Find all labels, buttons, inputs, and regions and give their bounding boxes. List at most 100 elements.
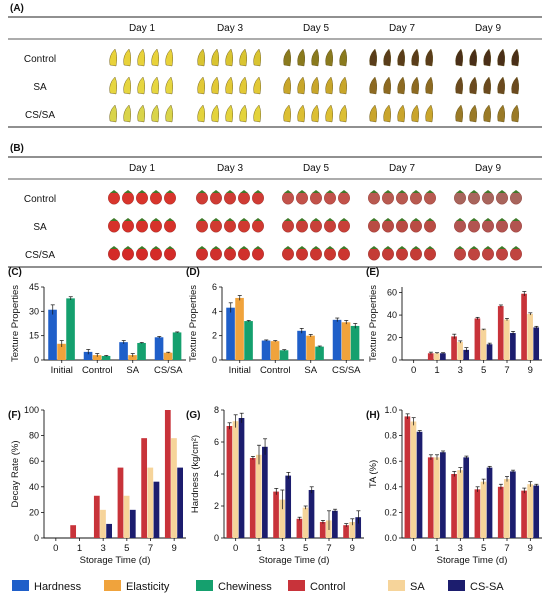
strawberry [150,191,162,205]
bar-control [427,457,434,538]
row-label: CS/SA [25,250,55,261]
banana [425,48,433,67]
strawberry [382,219,394,233]
strawberry-calyx [226,218,234,221]
day-header: Day 7 [389,23,416,34]
strawberry-calyx [384,218,392,221]
bar-sa [171,438,177,538]
strawberry [396,191,408,205]
strawberry-calyx [284,190,292,193]
bar-control [521,490,527,538]
strawberry [468,247,480,261]
x-tick-label: 5 [124,543,129,554]
bar-chewiness [137,342,146,360]
bar-cs-sa [106,523,112,538]
bar-sa [480,329,487,360]
banana [397,76,405,95]
strawberry-calyx [426,218,434,221]
strawberry-calyx [384,246,392,249]
strawberry-calyx [470,218,478,221]
strawberry-calyx [340,190,348,193]
strawberry [310,191,322,205]
legend-swatch [104,580,121,591]
strawberry [252,191,264,205]
strawberry-calyx [384,190,392,193]
x-tick-label: Control [82,365,113,376]
strawberry [424,247,436,261]
bar-hardness [48,309,57,360]
strawberry [224,247,236,261]
chart-d: (D) 0 2 4 6 Texture Properties Initial Control S… [186,267,364,376]
panel-label: (H) [366,410,380,421]
row-label: Control [24,194,56,205]
banana [239,48,247,67]
legend-swatch [448,580,465,591]
strawberry-calyx [298,190,306,193]
strawberry [368,191,380,205]
day-header: Day 1 [129,23,156,34]
strawberry-calyx [498,218,506,221]
banana [283,48,291,67]
strawberry-calyx [284,246,292,249]
banana [455,104,463,123]
strawberry [482,247,494,261]
banana [137,48,145,67]
strawberry [164,247,176,261]
strawberry-calyx [124,246,132,249]
banana [151,104,159,123]
banana [483,104,491,123]
strawberry-calyx [138,246,146,249]
x-tick-label: 5 [481,543,486,554]
bar-cs-sa [177,467,183,538]
legend-swatch [388,580,405,591]
banana [123,104,131,123]
banana [297,48,305,67]
y-tick-label: 45 [29,282,39,292]
strawberry [482,219,494,233]
x-tick-label: 9 [172,543,177,554]
strawberry [210,219,222,233]
banana [425,76,433,95]
banana [339,76,347,95]
bar-cs-sa [533,327,540,360]
y-tick-label: 20 [29,507,39,517]
strawberry-calyx [110,190,118,193]
legend-swatch [12,580,29,591]
strawberry-calyx [326,218,334,221]
banana [297,104,305,123]
bar-control [451,474,457,538]
strawberry-calyx [484,246,492,249]
banana [311,48,319,67]
banana [165,48,173,67]
banana [411,48,419,67]
bar-sa [503,319,510,360]
x-tick-label: CS/SA [332,365,361,376]
bar-cs-sa [463,457,470,538]
bar-control [70,525,77,538]
strawberry-calyx [284,218,292,221]
y-tick-label: 4 [212,306,217,316]
strawberry [238,191,250,205]
bar-sa [100,509,106,538]
banana [455,48,463,67]
bar-control [521,293,527,360]
banana [369,48,377,67]
banana [411,76,419,95]
banana [469,104,477,123]
strawberry-calyx [340,218,348,221]
banana [151,48,159,67]
banana [369,104,377,123]
bar-cs-sa [463,349,470,360]
bar-sa [527,313,533,360]
bar-sa [279,499,285,538]
row-label: CS/SA [25,110,55,121]
strawberry-calyx [166,218,174,221]
panel-label: (G) [186,410,200,421]
banana [469,76,477,95]
bar-elasticity [270,341,280,360]
strawberry-calyx [412,246,420,249]
bar-hardness [261,340,271,360]
strawberry-calyx [456,190,464,193]
y-tick-label: 0 [34,533,39,543]
x-axis-label: Storage Time (d) [80,555,151,566]
